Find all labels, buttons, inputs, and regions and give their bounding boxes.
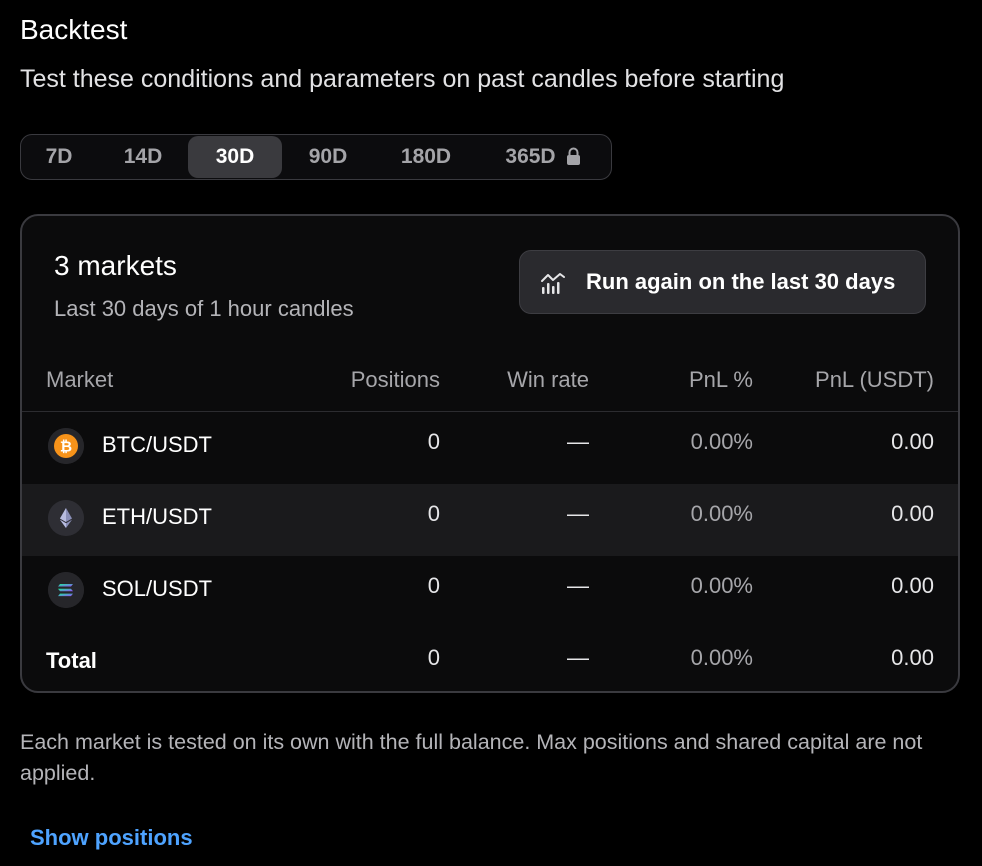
pnl-pct-value: 0.00% [690,429,753,454]
tab-365d-label: 365D [505,145,556,168]
market-name: ETH/USDT [102,504,212,529]
bitcoin-icon: ₿ [48,428,84,464]
pnl-usdt-value: 0.00 [891,573,934,598]
total-row: Total 0 — 0.00% 0.00 [22,628,958,691]
pnl-pct-value: 0.00% [690,501,753,526]
column-pnl-usdt: PnL (USDT) [815,367,934,392]
table-row: ETH/USDT 0 — 0.00% 0.00 [22,484,958,556]
tab-30d[interactable]: 30D [188,136,282,178]
market-name: BTC/USDT [102,432,212,457]
market-name: SOL/USDT [102,576,213,601]
column-win-rate: Win rate [507,367,589,392]
backtest-results-card: 3 markets Last 30 days of 1 hour candles… [20,214,960,693]
solana-icon [48,572,84,608]
period-tabs: 7D 14D 30D 90D 180D 365D [20,134,612,180]
show-positions-link[interactable]: Show positions [30,825,193,850]
total-label: Total [46,648,97,673]
tab-7d[interactable]: 7D [45,145,73,168]
candles-description: Last 30 days of 1 hour candles [54,296,354,321]
chart-icon [540,271,566,295]
pnl-pct-value: 0.00% [690,573,753,598]
table-row: SOL/USDT 0 — 0.00% 0.00 [22,556,958,628]
run-again-label: Run again on the last 30 days [586,269,896,294]
ethereum-icon [48,500,84,536]
total-pnl-usdt-value: 0.00 [891,645,934,670]
positions-value: 0 [427,501,440,526]
column-pnl-pct: PnL % [688,367,753,392]
positions-value: 0 [427,429,440,454]
lock-icon [566,147,581,165]
markets-count: 3 markets [54,250,177,281]
run-again-button[interactable]: Run again on the last 30 days [519,250,926,314]
column-market: Market [46,367,114,392]
tab-365d[interactable]: 365D [484,136,602,178]
win-rate-value: — [567,573,589,598]
total-positions-value: 0 [427,645,440,670]
table-row: ₿ BTC/USDT 0 — 0.00% 0.00 [22,412,958,484]
backtest-note: Each market is tested on its own with th… [20,730,923,785]
page-title: Backtest [20,14,128,45]
win-rate-value: — [567,429,589,454]
table-header: Market Positions Win rate PnL % PnL (USD… [22,361,958,412]
positions-value: 0 [427,573,440,598]
page-subtitle: Test these conditions and parameters on … [20,65,785,93]
svg-text:₿: ₿ [60,438,72,456]
pnl-usdt-value: 0.00 [891,501,934,526]
total-win-rate-value: — [567,645,589,670]
total-pnl-pct-value: 0.00% [690,645,753,670]
tab-90d[interactable]: 90D [308,145,348,168]
tab-14d[interactable]: 14D [123,145,163,168]
win-rate-value: — [567,501,589,526]
tab-180d[interactable]: 180D [400,145,452,168]
column-positions: Positions [350,367,440,392]
pnl-usdt-value: 0.00 [891,429,934,454]
